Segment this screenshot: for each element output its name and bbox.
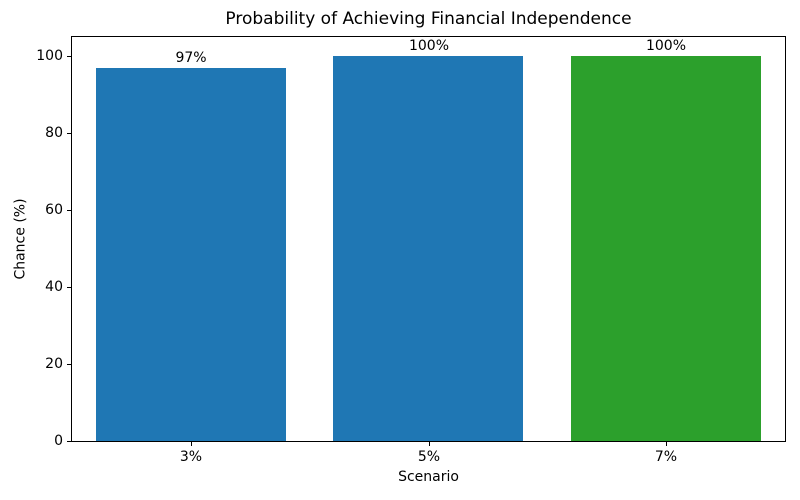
x-axis-label: Scenario bbox=[398, 469, 459, 485]
chart-title: Probability of Achieving Financial Indep… bbox=[225, 9, 632, 29]
x-tick-label: 7% bbox=[654, 449, 678, 465]
y-tick-mark bbox=[67, 441, 71, 442]
y-tick-mark bbox=[67, 364, 71, 365]
y-tick-mark bbox=[67, 287, 71, 288]
y-tick-mark bbox=[67, 210, 71, 211]
x-tick-label: 3% bbox=[179, 449, 203, 465]
y-tick-label: 20 bbox=[45, 356, 63, 372]
y-tick-mark bbox=[67, 56, 71, 57]
x-tick-mark bbox=[191, 442, 192, 446]
y-tick-mark bbox=[67, 133, 71, 134]
bar-value-label: 100% bbox=[408, 38, 450, 54]
plot-area: 97% 100% 100% bbox=[71, 36, 786, 442]
y-tick-label: 80 bbox=[45, 125, 63, 141]
y-tick-label: 100 bbox=[36, 48, 63, 64]
bar-value-label: 100% bbox=[645, 38, 687, 54]
bar-value-label: 97% bbox=[175, 50, 207, 66]
bar-3% bbox=[96, 68, 286, 441]
y-tick-label: 0 bbox=[54, 433, 63, 449]
x-tick-mark bbox=[666, 442, 667, 446]
x-tick-label: 5% bbox=[417, 449, 441, 465]
y-tick-label: 60 bbox=[45, 202, 63, 218]
x-tick-mark bbox=[429, 442, 430, 446]
bar-5% bbox=[333, 56, 523, 441]
bar-7% bbox=[571, 56, 761, 441]
y-tick-label: 40 bbox=[45, 279, 63, 295]
